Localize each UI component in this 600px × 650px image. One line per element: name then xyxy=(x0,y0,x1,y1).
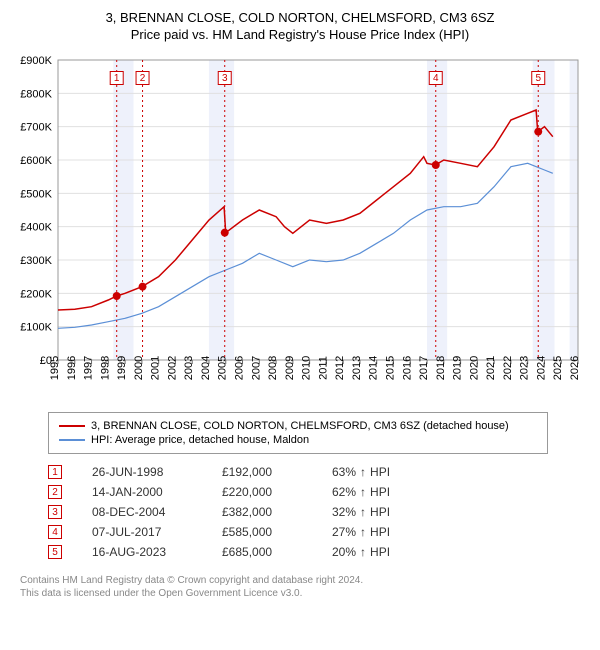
chart-svg: £0£100K£200K£300K£400K£500K£600K£700K£80… xyxy=(10,50,590,400)
svg-text:2024: 2024 xyxy=(535,356,547,380)
plot-area: £0£100K£200K£300K£400K£500K£600K£700K£80… xyxy=(10,50,590,400)
event-marker-0: 1 xyxy=(48,465,62,479)
event-pct-2: 32% ↑ HPI xyxy=(332,505,422,519)
svg-text:2012: 2012 xyxy=(334,356,346,380)
event-date-0: 26-JUN-1998 xyxy=(92,465,192,479)
event-marker-1: 2 xyxy=(48,485,62,499)
svg-text:2013: 2013 xyxy=(351,356,363,380)
svg-text:£700K: £700K xyxy=(20,122,52,134)
svg-text:£100K: £100K xyxy=(20,322,52,334)
footer-line-2: This data is licensed under the Open Gov… xyxy=(20,587,590,600)
svg-text:2001: 2001 xyxy=(150,356,162,380)
svg-text:2004: 2004 xyxy=(200,356,212,380)
svg-text:2019: 2019 xyxy=(452,356,464,380)
svg-text:2023: 2023 xyxy=(519,356,531,380)
legend-box: 3, BRENNAN CLOSE, COLD NORTON, CHELMSFOR… xyxy=(48,412,548,454)
event-row-0: 1 26-JUN-1998 £192,000 63% ↑ HPI xyxy=(48,462,590,482)
svg-text:£500K: £500K xyxy=(20,188,52,200)
svg-text:2011: 2011 xyxy=(317,356,329,380)
svg-text:2015: 2015 xyxy=(384,356,396,380)
arrow-up-icon: ↑ xyxy=(360,485,366,499)
event-price-4: £685,000 xyxy=(222,545,302,559)
event-marker-4: 5 xyxy=(48,545,62,559)
arrow-up-icon: ↑ xyxy=(360,465,366,479)
title-block: 3, BRENNAN CLOSE, COLD NORTON, CHELMSFOR… xyxy=(10,10,590,42)
event-date-4: 16-AUG-2023 xyxy=(92,545,192,559)
svg-text:2003: 2003 xyxy=(183,356,195,380)
footer-line-1: Contains HM Land Registry data © Crown c… xyxy=(20,574,590,587)
svg-text:2018: 2018 xyxy=(435,356,447,380)
title-line-1: 3, BRENNAN CLOSE, COLD NORTON, CHELMSFOR… xyxy=(10,10,590,25)
svg-text:2017: 2017 xyxy=(418,356,430,380)
legend-label-1: HPI: Average price, detached house, Mald… xyxy=(91,434,309,446)
event-row-3: 4 07-JUL-2017 £585,000 27% ↑ HPI xyxy=(48,522,590,542)
arrow-up-icon: ↑ xyxy=(360,505,366,519)
legend-swatch-1 xyxy=(59,439,85,441)
svg-text:1999: 1999 xyxy=(116,356,128,380)
event-row-4: 5 16-AUG-2023 £685,000 20% ↑ HPI xyxy=(48,542,590,562)
event-date-3: 07-JUL-2017 xyxy=(92,525,192,539)
svg-text:2026: 2026 xyxy=(569,356,581,380)
svg-text:2025: 2025 xyxy=(552,356,564,380)
footer-note: Contains HM Land Registry data © Crown c… xyxy=(20,574,590,600)
svg-text:1998: 1998 xyxy=(99,356,111,380)
svg-text:2002: 2002 xyxy=(166,356,178,380)
svg-text:5: 5 xyxy=(535,73,541,84)
arrow-up-icon: ↑ xyxy=(360,545,366,559)
event-pct-0: 63% ↑ HPI xyxy=(332,465,422,479)
svg-text:4: 4 xyxy=(433,73,439,84)
svg-text:2009: 2009 xyxy=(284,356,296,380)
svg-text:1996: 1996 xyxy=(66,356,78,380)
chart-container: 3, BRENNAN CLOSE, COLD NORTON, CHELMSFOR… xyxy=(10,10,590,600)
svg-text:£400K: £400K xyxy=(20,222,52,234)
svg-text:£600K: £600K xyxy=(20,155,52,167)
svg-text:1995: 1995 xyxy=(49,356,61,380)
svg-text:3: 3 xyxy=(222,73,228,84)
event-date-2: 08-DEC-2004 xyxy=(92,505,192,519)
event-pct-3: 27% ↑ HPI xyxy=(332,525,422,539)
event-row-1: 2 14-JAN-2000 £220,000 62% ↑ HPI xyxy=(48,482,590,502)
event-price-1: £220,000 xyxy=(222,485,302,499)
svg-text:2007: 2007 xyxy=(250,356,262,380)
svg-text:2010: 2010 xyxy=(301,356,313,380)
svg-text:2020: 2020 xyxy=(468,356,480,380)
svg-text:£900K: £900K xyxy=(20,55,52,67)
svg-text:2021: 2021 xyxy=(485,356,497,380)
event-pct-4: 20% ↑ HPI xyxy=(332,545,422,559)
title-line-2: Price paid vs. HM Land Registry's House … xyxy=(10,27,590,42)
event-row-2: 3 08-DEC-2004 £382,000 32% ↑ HPI xyxy=(48,502,590,522)
legend-label-0: 3, BRENNAN CLOSE, COLD NORTON, CHELMSFOR… xyxy=(91,420,509,432)
legend-row-1: HPI: Average price, detached house, Mald… xyxy=(59,433,537,447)
event-price-2: £382,000 xyxy=(222,505,302,519)
event-date-1: 14-JAN-2000 xyxy=(92,485,192,499)
legend-row-0: 3, BRENNAN CLOSE, COLD NORTON, CHELMSFOR… xyxy=(59,419,537,433)
event-marker-2: 3 xyxy=(48,505,62,519)
svg-text:2006: 2006 xyxy=(234,356,246,380)
event-marker-3: 4 xyxy=(48,525,62,539)
svg-text:2000: 2000 xyxy=(133,356,145,380)
svg-text:£300K: £300K xyxy=(20,255,52,267)
svg-text:£200K: £200K xyxy=(20,288,52,300)
svg-text:1997: 1997 xyxy=(83,356,95,380)
svg-text:2016: 2016 xyxy=(401,356,413,380)
svg-text:2022: 2022 xyxy=(502,356,514,380)
event-price-3: £585,000 xyxy=(222,525,302,539)
svg-text:2005: 2005 xyxy=(217,356,229,380)
event-price-0: £192,000 xyxy=(222,465,302,479)
svg-text:2: 2 xyxy=(140,73,146,84)
svg-text:£800K: £800K xyxy=(20,88,52,100)
event-pct-1: 62% ↑ HPI xyxy=(332,485,422,499)
events-table: 1 26-JUN-1998 £192,000 63% ↑ HPI 2 14-JAN-200… xyxy=(48,462,590,562)
svg-text:1: 1 xyxy=(114,73,120,84)
svg-text:2008: 2008 xyxy=(267,356,279,380)
svg-text:2014: 2014 xyxy=(368,356,380,380)
arrow-up-icon: ↑ xyxy=(360,525,366,539)
legend-swatch-0 xyxy=(59,425,85,427)
